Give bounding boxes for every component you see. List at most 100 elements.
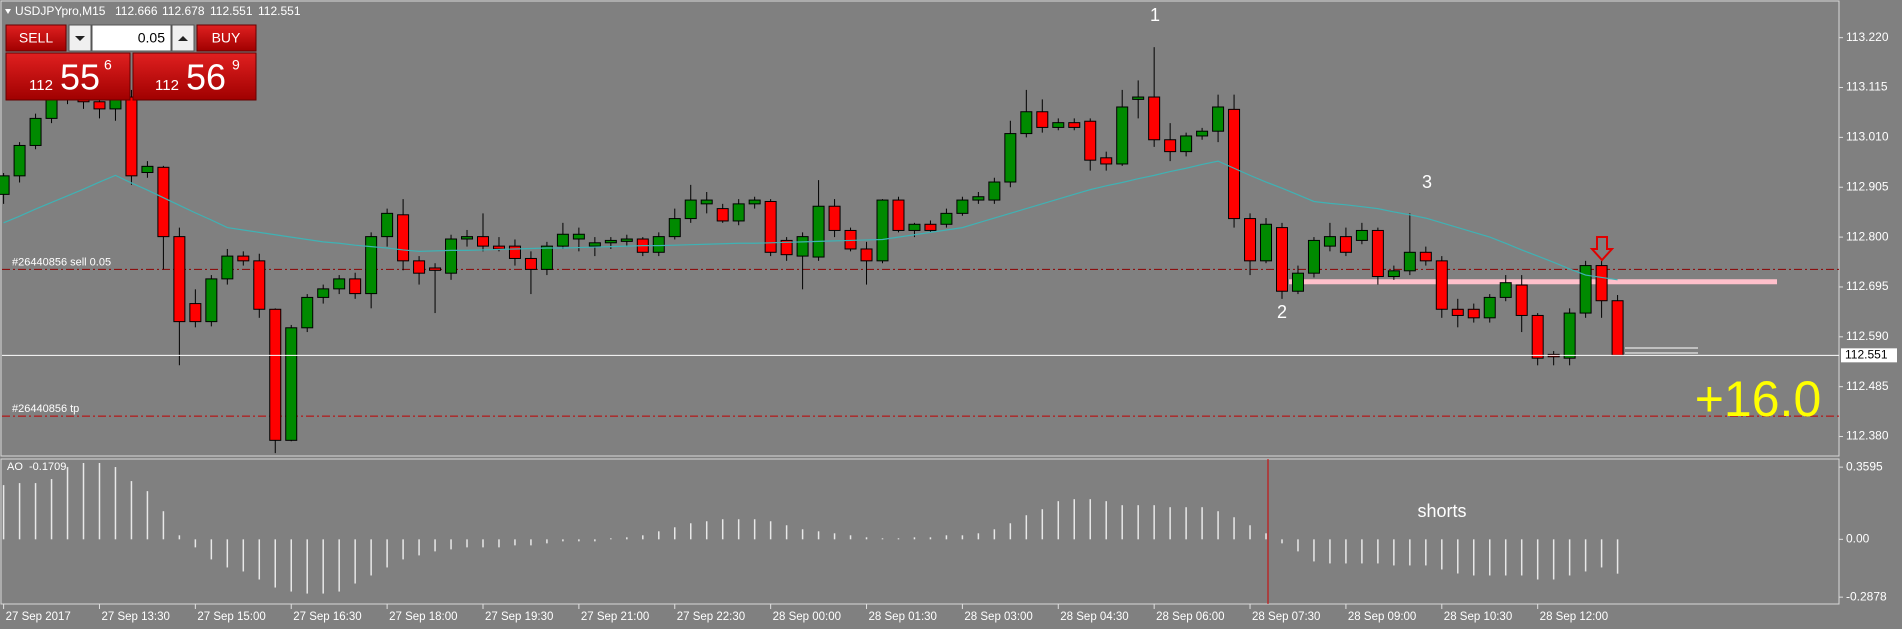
candle-body <box>524 257 537 270</box>
candle-body <box>125 96 138 177</box>
lot-input[interactable] <box>91 24 172 52</box>
ao-name: AO <box>7 461 23 473</box>
candle-body <box>716 208 729 222</box>
candle-body <box>1260 223 1273 262</box>
x-tick-label: 27 Sep 16:30 <box>293 611 361 623</box>
candle-body <box>1196 130 1209 137</box>
candle-body <box>1116 106 1129 165</box>
candle-body <box>1100 157 1113 165</box>
candle-body <box>0 175 10 195</box>
candle-body <box>413 260 426 274</box>
x-tick-label: 28 Sep 03:00 <box>964 611 1032 623</box>
sell-arrow <box>1589 236 1615 262</box>
candle-body <box>940 212 953 225</box>
buy-price-point: 9 <box>232 57 240 73</box>
x-tick-label: 28 Sep 09:00 <box>1348 611 1416 623</box>
candle-body <box>684 199 697 220</box>
lot-value: 0.05 <box>138 30 165 46</box>
x-tick-label: 27 Sep 13:30 <box>101 611 169 623</box>
x-tick-label: 28 Sep 10:30 <box>1444 611 1512 623</box>
sell-button[interactable] <box>5 24 67 52</box>
candle-body <box>764 200 777 253</box>
candle-body <box>492 245 505 250</box>
buy-button[interactable] <box>196 24 257 52</box>
buy-price-big-figure: 112 <box>155 77 179 94</box>
candle-body <box>1052 122 1065 128</box>
x-tick-label: 28 Sep 12:00 <box>1540 611 1608 623</box>
candle-body <box>540 245 553 270</box>
header-open: 112.666 <box>115 4 158 18</box>
candle-body <box>1403 251 1416 272</box>
candle-body <box>221 255 234 280</box>
candle-body <box>1339 236 1352 253</box>
candle-body <box>445 238 458 274</box>
candle-body <box>860 248 873 262</box>
menu-icon[interactable] <box>5 9 11 14</box>
ao-frame <box>0 458 1840 605</box>
candle-body <box>876 199 889 262</box>
wave-label: 1 <box>1150 5 1160 25</box>
y-tick-label: 112.695 <box>1846 279 1889 293</box>
candle-body <box>1483 296 1496 319</box>
candle-body <box>828 205 841 231</box>
ao-tick-label: 0.3595 <box>1846 459 1883 473</box>
candle-body <box>988 181 1001 201</box>
candle-body <box>1595 265 1608 302</box>
candle-body <box>620 238 633 242</box>
candle-body <box>652 236 665 253</box>
candle-body <box>1020 111 1033 135</box>
candle-body <box>956 199 969 214</box>
candle-body <box>588 242 601 247</box>
sell-price-big-figure: 112 <box>29 77 53 94</box>
y-tick-label: 112.380 <box>1846 429 1889 443</box>
candle-body <box>508 245 521 259</box>
candle-body <box>812 205 825 258</box>
candle-body <box>1004 133 1017 183</box>
candle-body <box>556 233 569 247</box>
candle-body <box>796 236 809 257</box>
sell-price-pips: 55 <box>60 57 100 98</box>
candle-body <box>1499 282 1512 298</box>
candle-body <box>1291 272 1304 292</box>
candle-body <box>93 101 106 110</box>
candle-body <box>269 308 282 441</box>
candle-body <box>700 199 713 205</box>
candle-body <box>477 236 489 247</box>
tp-label: #26440856 tp <box>12 403 79 415</box>
header-high: 112.678 <box>162 4 205 18</box>
note-label: shorts <box>1417 501 1466 521</box>
candle-body <box>1531 314 1544 359</box>
candle-body <box>732 203 745 222</box>
candle-body <box>908 223 921 231</box>
ao-value: -0.1709 <box>29 461 66 473</box>
sell-label: SELL <box>19 30 53 46</box>
candle-body <box>1611 300 1624 356</box>
candle-body <box>1579 265 1592 314</box>
candle-body <box>333 278 346 290</box>
sell-price-box[interactable] <box>5 52 131 101</box>
x-tick-label: 28 Sep 01:30 <box>869 611 937 623</box>
candle-body <box>1355 229 1368 241</box>
candle-body <box>1563 312 1576 359</box>
candle-body <box>1068 122 1081 128</box>
ao-tick-label: 0.00 <box>1846 532 1870 546</box>
y-tick-label: 113.115 <box>1846 80 1888 94</box>
y-tick-label: 112.905 <box>1846 179 1889 193</box>
symbol: USDJPYpro,M15 <box>15 4 106 18</box>
candle-body <box>1451 308 1464 316</box>
candle-body <box>924 223 937 231</box>
x-tick-label: 27 Sep 21:00 <box>581 611 649 623</box>
candle-body <box>29 117 42 146</box>
x-tick-label: 28 Sep 06:00 <box>1156 611 1224 623</box>
candle-body <box>205 278 218 323</box>
buy-price-box[interactable] <box>132 52 257 101</box>
candle-body <box>892 199 905 231</box>
x-tick-label: 28 Sep 07:30 <box>1252 611 1320 623</box>
candle-body <box>1276 227 1288 292</box>
moving-average <box>3 160 1618 281</box>
candle-body <box>173 236 186 323</box>
candle-body <box>668 218 681 238</box>
trade-panel: SELL 0.05 BUY 112 55 6 112 56 9 <box>5 24 257 101</box>
order-label: #26440856 sell 0.05 <box>12 256 111 268</box>
